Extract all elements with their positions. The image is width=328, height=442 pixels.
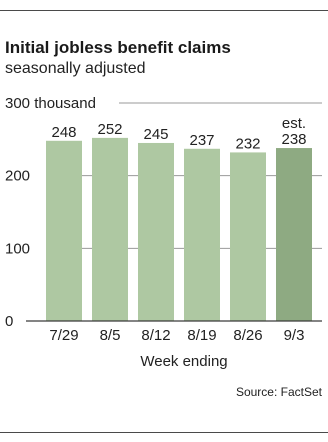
value-label-9-3: 238 <box>281 131 306 148</box>
y-tick-label-200: 200 <box>5 168 30 185</box>
bar-8-5 <box>92 137 128 321</box>
bar-8-26 <box>230 152 266 321</box>
bar-8-12 <box>138 142 174 321</box>
chart-title: Initial jobless benefit claims <box>5 38 231 57</box>
x-axis-title: Week ending <box>140 353 227 370</box>
value-label-8-5: 252 <box>97 121 122 138</box>
y-tick-label-100: 100 <box>5 240 30 257</box>
estimate-note: est. <box>282 115 306 132</box>
x-tick-label-8-5: 8/5 <box>100 327 121 344</box>
value-label-8-12: 245 <box>143 126 168 143</box>
x-tick-label-8-19: 8/19 <box>187 327 216 344</box>
bar-7-29 <box>46 140 82 321</box>
value-label-8-26: 232 <box>235 135 260 152</box>
chart-subtitle: seasonally adjusted <box>5 60 146 77</box>
bottom-rule <box>0 432 328 433</box>
y-tick-label-0: 0 <box>5 313 13 330</box>
top-rule <box>0 10 328 11</box>
bar-9-3 <box>276 148 312 321</box>
source-note: Source: FactSet <box>235 385 322 399</box>
x-tick-label-8-12: 8/12 <box>141 327 170 344</box>
bar-8-19 <box>184 148 220 321</box>
x-tick-label-8-26: 8/26 <box>233 327 262 344</box>
value-label-8-19: 237 <box>189 132 214 149</box>
value-label-7-29: 248 <box>51 124 76 141</box>
x-tick-label-9-3: 9/3 <box>284 327 305 344</box>
y-tick-label-300: 300 thousand <box>5 95 96 112</box>
x-tick-label-7-29: 7/29 <box>49 327 78 344</box>
